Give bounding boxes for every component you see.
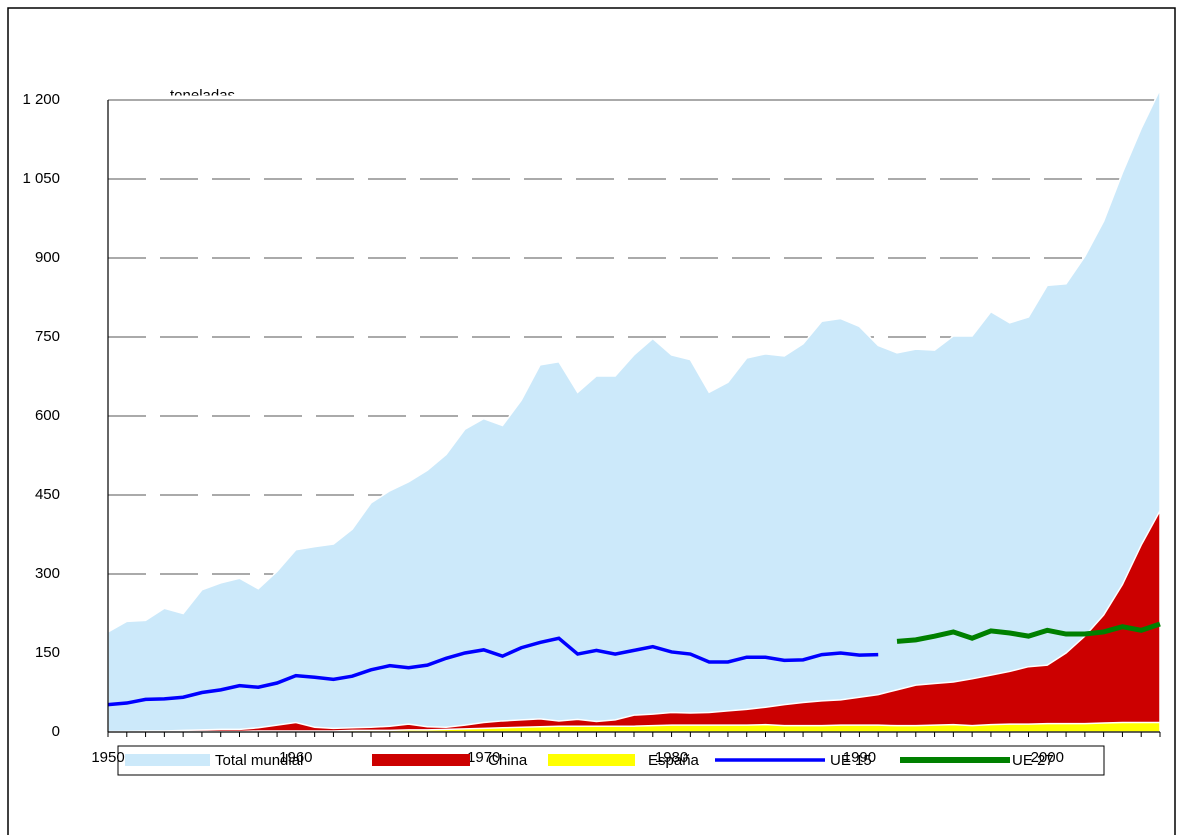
line	[896, 621, 1161, 644]
legend-label: UE 27	[1012, 752, 1054, 769]
x-tick-label: 2000	[1031, 749, 1064, 766]
y-tick-label: 1 050	[22, 170, 60, 187]
legend-label: España	[648, 752, 700, 769]
legend-swatch	[372, 754, 470, 766]
y-tick-label: 600	[35, 407, 60, 424]
y-tick-label: 450	[35, 486, 60, 503]
y-tick-label: 900	[35, 249, 60, 266]
x-tick-label: 1990	[843, 749, 876, 766]
area	[107, 89, 1161, 733]
legend-label: China	[488, 752, 528, 769]
x-tick-label: 1970	[467, 749, 500, 766]
y-tick-label: 300	[35, 565, 60, 582]
area	[107, 721, 1161, 733]
legend-label: Total mundial	[215, 752, 303, 769]
line	[107, 636, 879, 707]
area	[107, 510, 1161, 733]
y-tick-label: 1 200	[22, 91, 60, 108]
y-tick-label: 0	[52, 723, 60, 740]
x-tick-label: 1980	[655, 749, 688, 766]
x-tick-label: 1950	[91, 749, 124, 766]
legend-swatch	[548, 754, 635, 766]
x-tick-label: 1960	[279, 749, 312, 766]
legend-label: UE 15	[830, 752, 872, 769]
y-tick-label: 750	[35, 328, 60, 345]
y-tick-label: 150	[35, 644, 60, 661]
legend-swatch	[125, 754, 210, 766]
